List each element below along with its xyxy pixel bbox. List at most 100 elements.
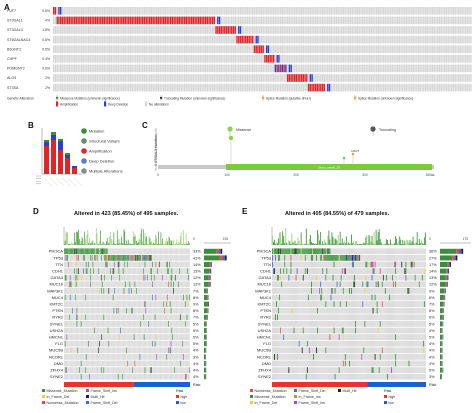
oncoplot-cell <box>158 288 159 294</box>
oncoplot-cell <box>107 347 108 353</box>
oncoplot-cell <box>100 288 101 294</box>
oncoplot-cell <box>130 314 131 320</box>
oncoplot-cell <box>100 341 101 347</box>
oncoprint-cell <box>414 55 415 63</box>
oncoprint-cell <box>257 84 258 92</box>
oncoprint-cell <box>70 45 71 53</box>
oncoplot-cell <box>140 341 141 347</box>
oncoplot-cell <box>81 281 82 287</box>
oncoprint-cell <box>228 74 229 82</box>
oncoplot-cell <box>186 301 187 307</box>
oncoprint-cell <box>441 17 442 25</box>
oncoplot-cell <box>151 295 152 301</box>
oncoplot-cell <box>110 308 111 314</box>
oncoplot-cell <box>114 275 115 281</box>
oncoprint-cell <box>448 17 449 25</box>
oncoprint-cell <box>207 84 208 92</box>
oncoplot-cell <box>89 255 90 261</box>
oncoprint-cell <box>147 74 148 82</box>
oncoprint-cell <box>180 7 181 15</box>
oncoprint-cell <box>301 55 302 63</box>
oncoprint-cell <box>306 55 307 63</box>
legend-label-c: Missense <box>236 128 251 132</box>
oncoplot-cell <box>140 341 141 347</box>
oncoplot-cell <box>183 328 184 334</box>
oncoprint-cell <box>442 26 443 34</box>
oncoplot-cell <box>98 295 99 301</box>
oncoprint-cell <box>325 36 326 44</box>
oncoprint-cell <box>172 26 173 34</box>
oncoprint-cell <box>329 45 330 53</box>
oncoplot-cell <box>82 281 83 287</box>
oncoprint-cell <box>397 45 398 53</box>
oncoplot-cell <box>119 321 120 327</box>
oncoplot-cell <box>132 308 133 314</box>
oncoplot-cell <box>161 281 162 287</box>
oncoprint-cell <box>170 26 171 34</box>
oncoplot-cell <box>133 301 134 307</box>
oncoprint-cell <box>334 65 335 73</box>
oncoprint-cell <box>360 65 361 73</box>
oncoplot-cell <box>130 248 131 254</box>
oncoplot-cell <box>152 288 153 294</box>
oncoprint-cell <box>315 55 316 63</box>
oncoprint-cell <box>444 17 445 25</box>
oncoplot-cell <box>67 288 68 294</box>
oncoplot-cell <box>155 308 156 314</box>
oncoplot-cell <box>150 281 151 287</box>
oncoprint-cell <box>121 26 122 34</box>
oncoplot-cell <box>182 275 183 281</box>
oncoprint-cell <box>320 17 321 25</box>
oncoplot-cell <box>151 328 152 334</box>
oncoplot-cell <box>130 248 131 254</box>
oncoprint-cell <box>372 84 373 92</box>
oncoplot-cell <box>172 295 173 301</box>
oncoplot-cell <box>153 341 154 347</box>
oncoprint-cell <box>341 17 342 25</box>
oncoprint-cell-altered <box>222 26 223 34</box>
oncoplot-cell <box>67 295 68 301</box>
oncoprint-cell <box>168 7 169 15</box>
oncoprint-cell <box>411 45 412 53</box>
oncoplot-cell <box>67 347 68 353</box>
oncoprint-cell <box>240 17 241 25</box>
oncoprint-cell <box>116 26 117 34</box>
oncoplot-cell <box>107 262 108 268</box>
tmb-bar <box>182 244 183 245</box>
oncoplot-cell <box>137 288 138 294</box>
oncoplot-cell <box>142 248 143 254</box>
oncoprint-cell <box>467 7 468 15</box>
oncoprint-cell <box>98 84 99 92</box>
oncoprint-cell <box>242 26 243 34</box>
oncoplot-cell <box>135 281 136 287</box>
oncoplot-cell <box>64 334 65 340</box>
oncoprint-cell <box>379 17 380 25</box>
oncoplot-cell <box>173 328 174 334</box>
oncoplot-cell <box>133 328 134 334</box>
oncoplot-cell <box>161 334 162 340</box>
oncoplot-cell <box>77 255 78 261</box>
oncoplot-cell <box>67 301 68 307</box>
oncoprint-cell <box>161 26 162 34</box>
oncoplot-cell <box>136 341 137 347</box>
oncoprint-cell <box>100 26 101 34</box>
oncoplot-cell <box>67 301 68 307</box>
gene-label: TTN <box>55 262 63 267</box>
oncoplot-cell <box>167 255 168 261</box>
oncoprint-cell <box>352 17 353 25</box>
oncoplot-cell <box>148 328 149 334</box>
oncoprint-cell <box>444 65 445 73</box>
oncoprint-cell <box>407 74 408 82</box>
oncoplot-cell <box>65 288 66 294</box>
oncoprint-cell <box>55 55 56 63</box>
oncoprint-cell <box>184 7 185 15</box>
oncoplot-cell <box>69 321 70 327</box>
oncoprint-cell <box>324 26 325 34</box>
oncoprint-cell <box>388 55 389 63</box>
oncoplot-cell <box>85 275 86 281</box>
oncoprint-cell-altered <box>194 17 195 25</box>
oncoprint-cell <box>125 45 126 53</box>
oncoplot-cell <box>108 341 109 347</box>
oncoprint-cell-altered <box>186 17 187 25</box>
oncoprint-cell <box>393 55 394 63</box>
